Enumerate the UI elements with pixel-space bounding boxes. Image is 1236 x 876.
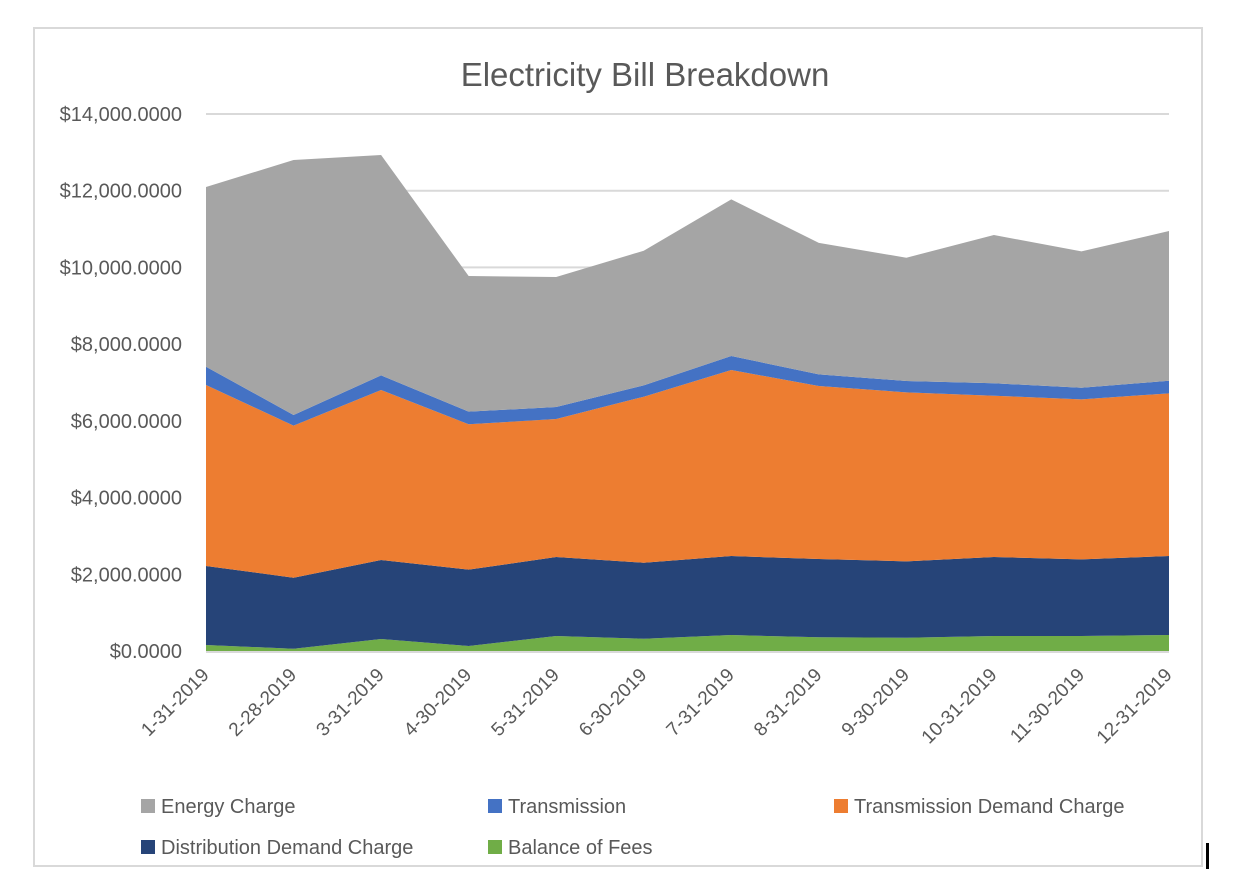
legend-label: Transmission Demand Charge <box>854 796 1124 818</box>
legend-swatch <box>141 840 155 854</box>
x-tick-label: 9-30-2019 <box>838 665 914 741</box>
legend-item-energy-charge[interactable]: Energy Charge <box>141 796 296 818</box>
x-tick-label: 8-31-2019 <box>750 665 826 741</box>
legend-label: Distribution Demand Charge <box>161 837 413 859</box>
y-tick-label: $10,000.0000 <box>60 257 182 279</box>
y-tick-label: $2,000.0000 <box>71 564 182 586</box>
legend-swatch <box>488 840 502 854</box>
y-axis-ticks: $0.0000 $2,000.0000 $4,000.0000 $6,000.0000… <box>60 104 182 663</box>
x-tick-label: 12-31-2019 <box>1093 665 1177 749</box>
y-tick-label: $8,000.0000 <box>71 334 182 356</box>
clipped-document-text <box>60 868 1160 876</box>
y-tick-label: $0.0000 <box>110 641 182 663</box>
text-cursor <box>1206 843 1209 869</box>
x-tick-label: 6-30-2019 <box>575 665 651 741</box>
x-tick-label: 2-28-2019 <box>225 665 301 741</box>
area-energy-charge <box>206 155 1169 415</box>
legend-item-transmission[interactable]: Transmission <box>488 796 626 818</box>
legend-swatch <box>141 799 155 813</box>
legend-label: Transmission <box>508 796 626 818</box>
legend-swatch <box>834 799 848 813</box>
legend-label: Balance of Fees <box>508 837 653 859</box>
x-tick-label: 3-31-2019 <box>313 665 389 741</box>
area-transmission <box>206 356 1169 426</box>
legend-label: Energy Charge <box>161 796 296 818</box>
legend-item-distribution-demand-charge[interactable]: Distribution Demand Charge <box>141 837 413 859</box>
x-tick-label: 1-31-2019 <box>137 665 213 741</box>
x-tick-label: 5-31-2019 <box>488 665 564 741</box>
chart-title: Electricity Bill Breakdown <box>461 56 830 93</box>
legend-item-transmission-demand-charge[interactable]: Transmission Demand Charge <box>834 796 1124 818</box>
y-tick-label: $6,000.0000 <box>71 411 182 433</box>
area-transmission-demand-charge <box>206 370 1169 578</box>
area-balance-of-fees <box>206 635 1169 651</box>
y-tick-label: $4,000.0000 <box>71 488 182 510</box>
x-tick-label: 4-30-2019 <box>400 665 476 741</box>
x-axis-ticks: 1-31-2019 2-28-2019 3-31-2019 4-30-2019 5-31… <box>137 665 1176 749</box>
legend-item-balance-of-fees[interactable]: Balance of Fees <box>488 837 653 859</box>
x-tick-label: 7-31-2019 <box>663 665 739 741</box>
x-tick-label: 10-31-2019 <box>918 665 1002 749</box>
legend-swatch <box>488 799 502 813</box>
area-distribution-demand-charge <box>206 556 1169 649</box>
area-series <box>206 155 1169 651</box>
y-tick-label: $14,000.0000 <box>60 104 182 126</box>
legend: Energy Charge Transmission Transmission De… <box>141 796 1124 859</box>
y-tick-label: $12,000.0000 <box>60 181 182 203</box>
x-tick-label: 11-30-2019 <box>1006 665 1089 748</box>
